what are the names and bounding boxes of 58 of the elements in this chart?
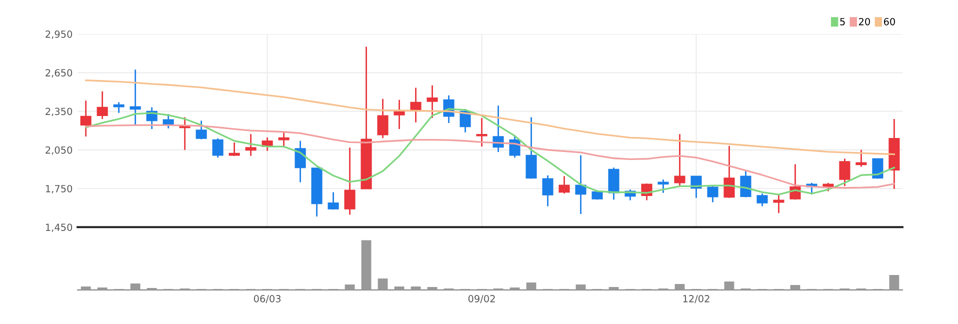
candlestick xyxy=(740,170,752,198)
y-tick-label: 2,350 xyxy=(46,108,72,116)
bar xyxy=(576,284,586,290)
candlestick xyxy=(756,192,768,207)
candlestick xyxy=(492,104,504,153)
bar xyxy=(361,240,372,290)
candlestick xyxy=(344,146,356,216)
bar xyxy=(889,275,900,290)
candlestick xyxy=(196,120,207,140)
y-tick-label: 2,050 xyxy=(46,146,72,155)
bar xyxy=(80,286,91,290)
legend-label: 60 xyxy=(884,18,895,26)
bar xyxy=(608,286,619,290)
candlestick xyxy=(377,98,388,139)
bar xyxy=(724,282,734,290)
bar xyxy=(674,284,685,290)
candlestick xyxy=(426,84,438,119)
bar xyxy=(344,284,355,290)
candlestick xyxy=(724,145,735,199)
legend-label: 5 xyxy=(840,18,845,26)
candlestick xyxy=(575,154,586,215)
candlestick xyxy=(839,158,850,187)
candlestick xyxy=(130,68,141,126)
bar xyxy=(526,282,536,290)
candlestick xyxy=(526,116,537,180)
x-tick-label: 12/02 xyxy=(683,295,710,304)
bar xyxy=(130,283,140,290)
candlestick xyxy=(476,117,488,148)
candlestick xyxy=(96,90,108,120)
candlestick xyxy=(542,174,554,207)
bar xyxy=(394,286,404,290)
x-tick-label: 09/02 xyxy=(468,295,495,304)
candlestick xyxy=(113,102,124,114)
y-tick-label: 1,450 xyxy=(46,224,72,232)
y-tick-label: 2,950 xyxy=(46,30,72,39)
bar xyxy=(790,284,800,290)
y-tick-label: 1,750 xyxy=(46,184,72,194)
candlestick xyxy=(212,138,224,158)
candlestick xyxy=(608,166,620,200)
candlestick xyxy=(558,175,570,194)
bar xyxy=(378,278,388,290)
candlestick xyxy=(394,99,405,130)
bar xyxy=(510,287,520,290)
legend-label: 20 xyxy=(858,18,870,26)
candlestick xyxy=(80,100,92,138)
bar xyxy=(427,286,438,290)
candlestick xyxy=(245,133,256,157)
bar xyxy=(410,286,421,290)
y-tick-label: 2,650 xyxy=(46,69,72,78)
bar xyxy=(97,287,108,290)
candlestick xyxy=(278,132,290,148)
candlestick xyxy=(856,149,867,168)
candlestick xyxy=(294,140,306,183)
candlestick xyxy=(674,133,686,187)
candlestick xyxy=(707,185,718,203)
candlestick xyxy=(328,192,339,210)
x-tick-label: 06/03 xyxy=(254,295,281,304)
candlestick xyxy=(658,178,669,194)
